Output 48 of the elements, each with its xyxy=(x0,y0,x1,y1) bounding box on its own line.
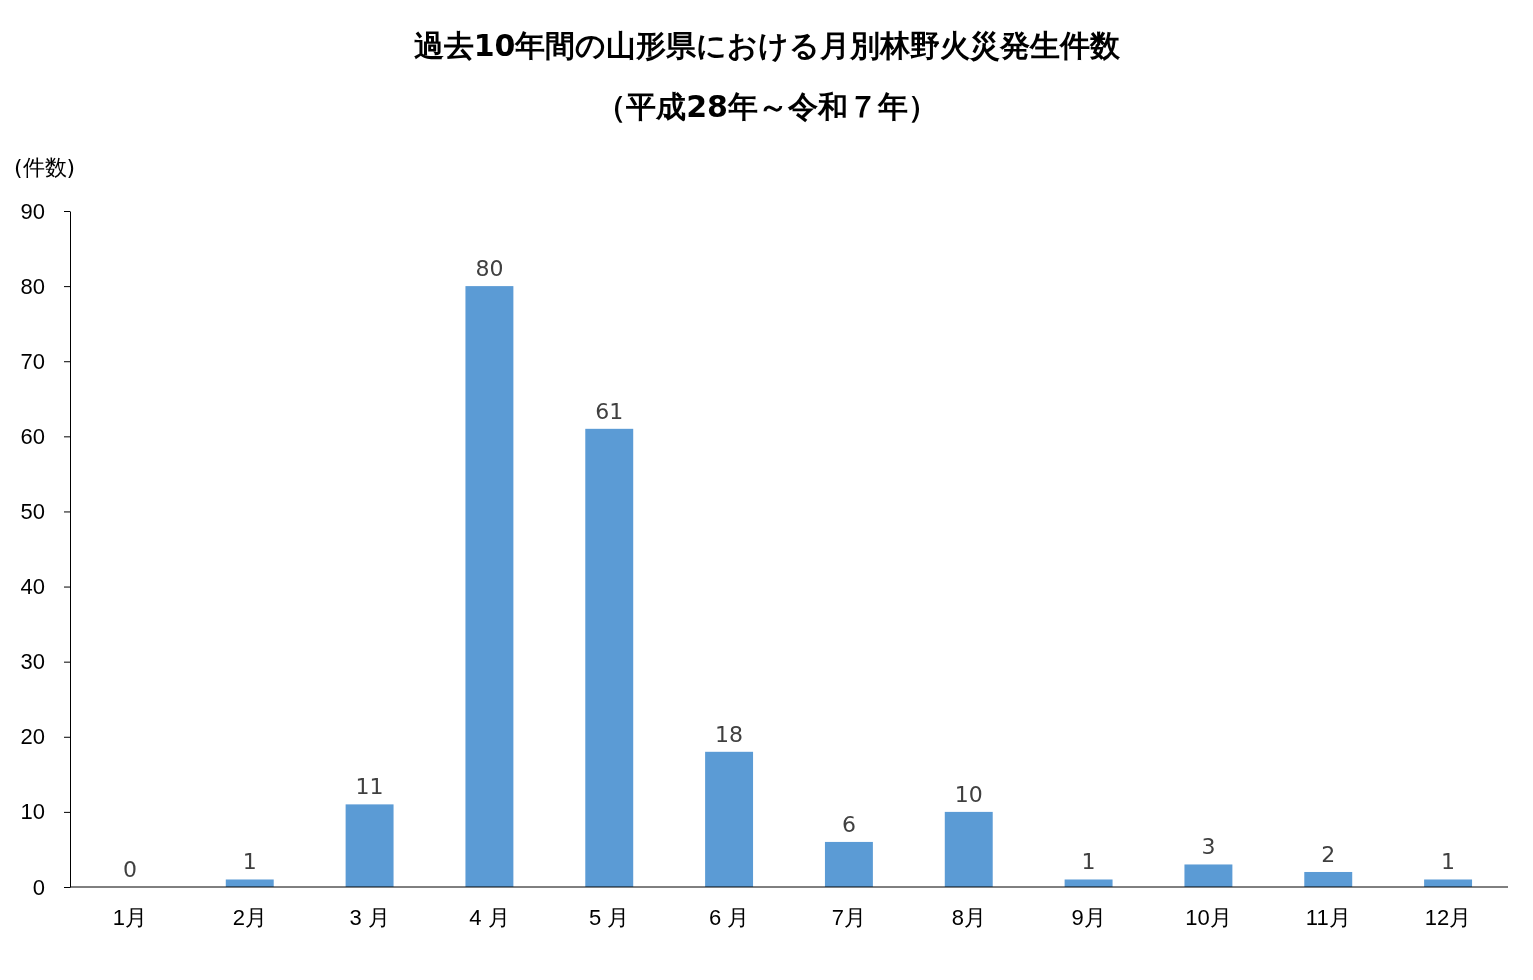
data-label: 18 xyxy=(715,721,744,747)
x-tick-label: 8月 xyxy=(951,905,986,931)
bar xyxy=(1304,871,1353,887)
data-label: 1 xyxy=(242,849,257,875)
bar xyxy=(1064,879,1113,887)
data-label: 10 xyxy=(954,781,983,807)
data-label: 61 xyxy=(595,398,624,424)
data-label: 0 xyxy=(122,857,137,882)
y-tick-label: 90 xyxy=(20,198,45,224)
data-label: 1 xyxy=(1081,849,1096,875)
data-label: 6 xyxy=(841,811,856,837)
y-tick-label: 40 xyxy=(20,574,45,600)
y-tick-label: 0 xyxy=(32,874,45,900)
x-tick-label: 6 月 xyxy=(708,905,750,931)
data-label: 3 xyxy=(1201,834,1216,860)
y-axis-title: (件数) xyxy=(14,155,76,180)
x-tick-label: 3 月 xyxy=(349,905,390,931)
x-tick-label: 7月 xyxy=(831,905,867,931)
chart-title: 過去10年間の山形県における月別林野火災発生件数 xyxy=(413,28,1122,63)
bar xyxy=(585,428,634,887)
bar xyxy=(225,879,274,887)
data-label: 11 xyxy=(355,774,384,800)
bar xyxy=(705,751,754,887)
y-tick-label: 50 xyxy=(20,498,45,524)
data-label: 1 xyxy=(1441,849,1456,875)
data-label: 2 xyxy=(1321,841,1336,867)
bar xyxy=(345,804,394,887)
bar xyxy=(1424,879,1473,887)
bar xyxy=(1184,864,1233,887)
x-tick-label: 1月 xyxy=(112,905,148,931)
bar xyxy=(465,286,514,887)
x-tick-label: 2月 xyxy=(232,905,267,931)
x-tick-label: 4 月 xyxy=(469,905,510,931)
y-tick-label: 20 xyxy=(20,724,45,750)
x-tick-label: 11月 xyxy=(1305,905,1351,931)
chart-subtitle: （平成28年～令和７年） xyxy=(596,89,938,124)
data-label: 80 xyxy=(475,256,504,282)
y-tick-label: 30 xyxy=(20,649,45,675)
y-tick-label: 10 xyxy=(20,799,45,825)
y-tick-label: 60 xyxy=(20,423,45,449)
x-tick-label: 10月 xyxy=(1185,905,1232,931)
x-tick-label: 9月 xyxy=(1071,905,1106,931)
x-tick-label: 12月 xyxy=(1424,905,1472,931)
y-tick-label: 70 xyxy=(20,348,45,374)
bar xyxy=(824,841,873,887)
y-tick-label: 80 xyxy=(20,273,45,299)
x-tick-label: 5 月 xyxy=(589,905,630,931)
bar xyxy=(944,811,993,887)
